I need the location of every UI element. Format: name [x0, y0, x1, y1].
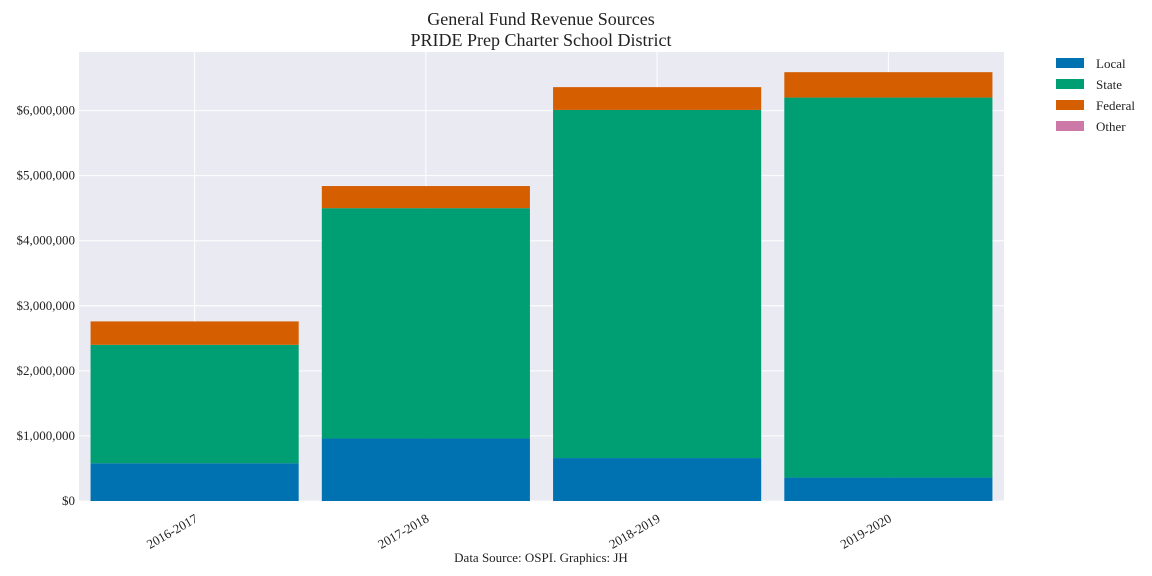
bars: [90, 72, 993, 501]
y-axis: $0 $1,000,000 $2,000,000 $3,000,000 $4,000,0…: [17, 103, 76, 508]
legend-label-other: Other: [1096, 119, 1126, 134]
bar-local-2019-2020: [784, 477, 993, 501]
legend-label-state: State: [1096, 77, 1122, 92]
y-tick-label: $0: [62, 493, 75, 508]
x-tick-label: 2017-2018: [375, 511, 431, 552]
bar-local-2016-2017: [90, 463, 299, 501]
legend-swatch-other: [1056, 121, 1084, 131]
y-tick-label: $1,000,000: [17, 428, 76, 443]
bar-state-2019-2020: [784, 97, 993, 478]
y-tick-label: $2,000,000: [17, 363, 76, 378]
chart-title: General Fund Revenue Sources: [427, 9, 654, 29]
bar-local-2017-2018: [321, 438, 530, 501]
y-tick-label: $4,000,000: [17, 233, 76, 248]
x-axis: 2016-2017 2017-2018 2018-2019 2019-2020: [144, 510, 894, 551]
bar-federal-2016-2017: [90, 321, 299, 345]
bar-federal-2019-2020: [784, 72, 993, 98]
legend-label-local: Local: [1096, 56, 1126, 71]
bar-federal-2017-2018: [321, 186, 530, 209]
bar-state-2016-2017: [90, 344, 299, 464]
y-tick-label: $3,000,000: [17, 298, 76, 313]
legend-swatch-local: [1056, 58, 1084, 68]
legend-label-federal: Federal: [1096, 98, 1135, 113]
x-tick-label: 2019-2020: [838, 511, 894, 552]
legend-swatch-federal: [1056, 100, 1084, 110]
legend-swatch-state: [1056, 79, 1084, 89]
x-tick-label: 2016-2017: [144, 510, 201, 551]
bar-local-2018-2019: [553, 458, 762, 501]
y-tick-label: $5,000,000: [17, 168, 76, 183]
y-tick-label: $6,000,000: [17, 103, 76, 118]
bar-state-2017-2018: [321, 208, 530, 439]
x-tick-label: 2018-2019: [606, 511, 662, 552]
legend: Local State Federal Other: [1056, 56, 1135, 134]
chart-subtitle: PRIDE Prep Charter School District: [411, 30, 672, 50]
bar-state-2018-2019: [553, 109, 762, 459]
data-source-note: Data Source: OSPI. Graphics: JH: [454, 550, 628, 565]
bar-federal-2018-2019: [553, 87, 762, 110]
